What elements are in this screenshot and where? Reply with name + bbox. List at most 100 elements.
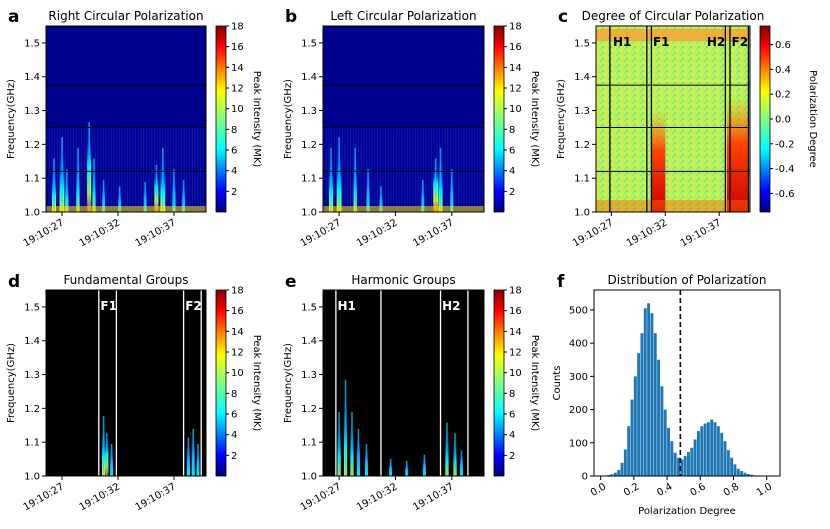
- colorbar-label-2: 6: [231, 146, 237, 157]
- colorbar-label-1: 4: [509, 166, 515, 177]
- heatmap-streak: [143, 128, 145, 212]
- ytick-label-2: 1.2: [301, 140, 317, 151]
- ylabel: Frequency(GHz): [6, 343, 17, 423]
- ytick-label-4: 1.4: [301, 336, 317, 347]
- heatmap-streak: [164, 128, 166, 212]
- heatmap-streak: [390, 128, 392, 212]
- colorbar-title: Polarization Degree: [807, 70, 818, 168]
- xtick-label-1: 19:10:32: [78, 217, 122, 249]
- burst-core-7: [439, 147, 442, 212]
- burst-core-4: [380, 186, 382, 212]
- xtick-label-2: 19:10:37: [411, 217, 455, 249]
- ytick-label-5: 1.5: [574, 38, 590, 49]
- plot-frame: [45, 25, 207, 213]
- heatmap-streak: [202, 128, 204, 212]
- ytick-label-3: 1.3: [301, 370, 317, 381]
- burst-core-2: [354, 147, 356, 212]
- colorbar-label-8: 18: [231, 286, 244, 297]
- ytick-label-5: 1.5: [24, 38, 40, 49]
- colorbar-label-1: 4: [509, 430, 515, 441]
- ytick-label-2: 1.2: [24, 140, 40, 151]
- heatmap-streak: [151, 128, 153, 212]
- histogram-bar-36: [726, 450, 730, 476]
- heatmap-streak: [48, 128, 50, 212]
- ylabel: Counts: [552, 366, 563, 401]
- bottom-band: [596, 200, 750, 212]
- histogram-bar-8: [633, 376, 637, 476]
- xtick-label-1: 19:10:32: [355, 481, 399, 513]
- xtick-label-1: 19:10:32: [355, 217, 399, 249]
- heatmap-streak: [382, 128, 384, 212]
- heatmap-streak: [178, 128, 180, 212]
- xtick-label-2: 0.4: [655, 481, 674, 498]
- burst-core-0: [338, 411, 340, 476]
- heatmap-streak: [191, 128, 193, 212]
- heatmap-streak: [385, 128, 387, 212]
- heatmap-streak: [140, 128, 142, 212]
- group-label-F2: F2: [185, 299, 202, 313]
- burst-core-4: [88, 122, 90, 212]
- burst-core-5: [422, 179, 424, 212]
- heatmap-streak: [379, 128, 381, 212]
- heatmap-streak: [137, 128, 139, 212]
- ytick-label-5: 1.5: [301, 38, 317, 49]
- panel-title-e: Harmonic Groups: [351, 273, 455, 287]
- histogram-bar-10: [640, 333, 644, 476]
- burst-core-11: [173, 169, 175, 212]
- heatmap-streak: [414, 128, 416, 212]
- heatmap-streak: [183, 128, 185, 212]
- heatmap-streak: [387, 128, 389, 212]
- colorbar-label-5: 12: [231, 84, 244, 95]
- burst-core-3: [367, 169, 369, 212]
- heatmap-streak: [70, 128, 72, 212]
- burst-core-4: [365, 443, 368, 476]
- panel-f: f Distribution of Polarization 0 100 200 300 4…: [552, 272, 781, 517]
- colorbar-label-0: 2: [231, 451, 237, 462]
- heatmap-streak: [417, 128, 419, 212]
- burst-core-7: [118, 186, 121, 212]
- panel-c: c Degree of Circular Polarization H1 F1 H2 F2…: [556, 7, 818, 249]
- histogram-bar-17: [663, 409, 667, 476]
- burst-core-9: [155, 164, 158, 212]
- ytick-label-2: 200: [569, 405, 588, 416]
- histogram-bar-25: [690, 447, 694, 476]
- histogram-bar-24: [687, 452, 690, 476]
- ytick-label-0: 1.0: [301, 208, 317, 219]
- xtick-label-5: 1.0: [755, 481, 774, 498]
- heatmap-streak: [452, 128, 454, 212]
- heatmap-streak: [347, 128, 349, 212]
- ytick-label-4: 1.4: [24, 72, 40, 83]
- histogram-bar-40: [740, 471, 744, 476]
- heatmap-streak: [113, 128, 115, 212]
- xtick-label-3: 0.6: [688, 481, 707, 498]
- heatmap-streak: [395, 128, 397, 212]
- burst-core-1: [338, 137, 340, 212]
- heatmap-streak: [189, 128, 191, 212]
- histogram-bar-5: [623, 449, 627, 476]
- ytick-label-1: 1.1: [24, 174, 40, 185]
- heatmap-base-band: [46, 206, 206, 212]
- heatmap-base-band: [323, 206, 484, 212]
- heatmap-streak: [398, 128, 400, 212]
- plot-frame: [322, 289, 485, 477]
- histogram-bar-6: [627, 426, 631, 476]
- ylabel: Frequency(GHz): [283, 79, 294, 159]
- histogram-bar-16: [660, 386, 664, 476]
- heatmap-streak: [325, 128, 327, 212]
- heatmap-streak: [404, 128, 405, 212]
- histogram-bar-27: [696, 431, 700, 476]
- burst-core-9: [454, 433, 456, 476]
- heatmap-streak: [108, 128, 110, 212]
- heatmap-streak: [75, 128, 77, 212]
- panel-title-f: Distribution of Polarization: [608, 273, 767, 287]
- ytick-label-0: 1.0: [301, 472, 317, 483]
- ytick-label-1: 1.1: [301, 174, 317, 185]
- colorbar-label-6: 14: [231, 327, 244, 338]
- ytick-label-4: 1.4: [301, 72, 317, 83]
- heatmap-streak: [175, 128, 177, 212]
- colorbar-label-0: 2: [509, 187, 515, 198]
- heatmap-streak: [401, 128, 403, 212]
- colorbar-label-5: 0.4: [775, 65, 791, 76]
- heatmap-streak: [73, 128, 74, 212]
- heatmap-streak: [51, 128, 53, 212]
